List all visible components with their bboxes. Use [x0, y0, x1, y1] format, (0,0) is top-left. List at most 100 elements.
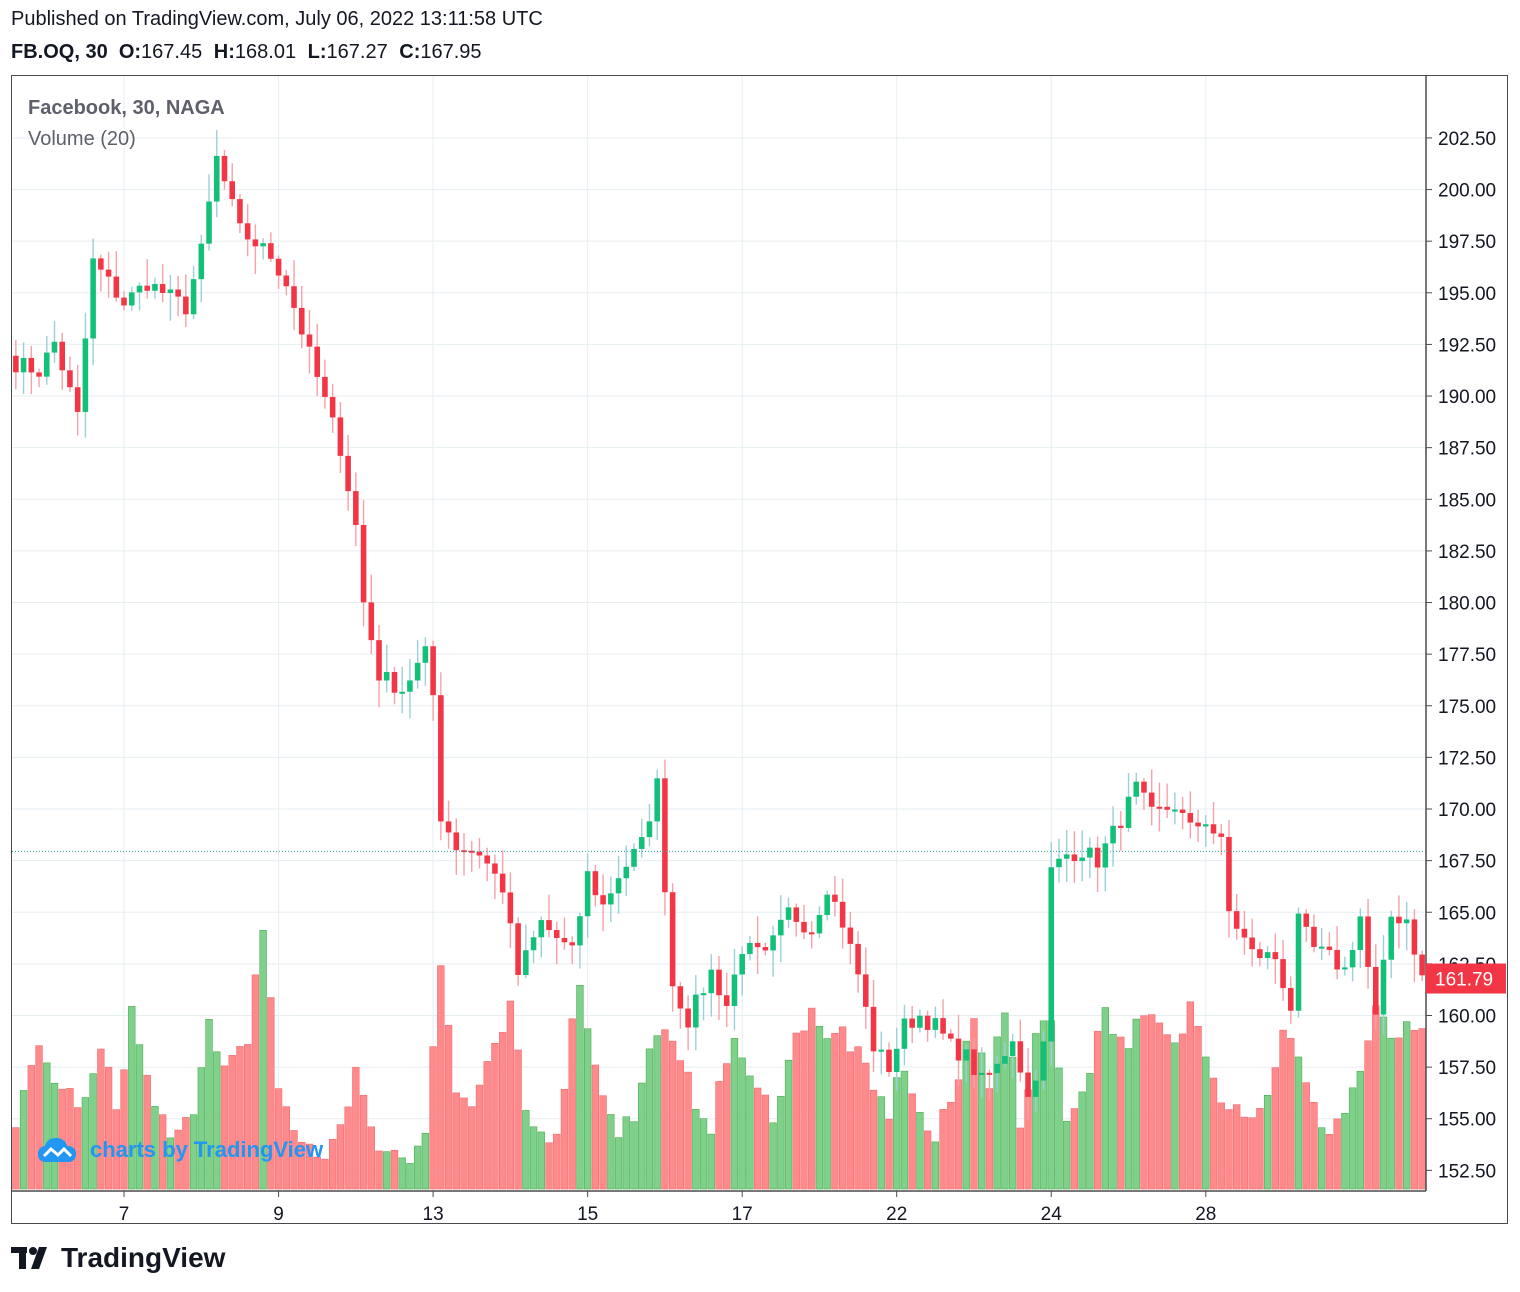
volume-bar-down [460, 1097, 468, 1190]
candle-down [244, 223, 251, 240]
volume-bar-down [545, 1142, 553, 1190]
volume-bar-down [753, 1087, 762, 1190]
candle-up [646, 821, 653, 838]
candle-down [1419, 954, 1425, 976]
candle-down [67, 370, 73, 388]
candle-up [778, 919, 784, 936]
candle-up [1264, 952, 1271, 958]
candle-down [453, 832, 460, 851]
volume-bar-up [50, 1082, 59, 1190]
candle-down [345, 455, 351, 492]
volume-bar-up [1001, 1012, 1009, 1190]
candle-down [430, 646, 436, 696]
candle-up [638, 837, 645, 849]
volume-bar-up [730, 1038, 739, 1190]
volume-bar-down [143, 1074, 151, 1190]
volume-bar-up [1101, 1007, 1110, 1190]
tradingview-watermark[interactable]: charts by TradingView [36, 1134, 323, 1166]
legend-volume[interactable]: Volume (20) [28, 128, 136, 150]
x-tick-label: 15 [577, 1204, 598, 1225]
volume-bar-down [452, 1092, 460, 1190]
volume-bar-down [1256, 1108, 1264, 1190]
volume-bar-up [653, 1035, 661, 1190]
candle-up [731, 974, 738, 1006]
volume-bar-up [1294, 1056, 1303, 1190]
candle-up [20, 357, 27, 373]
volume-bar-down [676, 1060, 685, 1190]
legend-title[interactable]: Facebook, 30, NAGA [28, 97, 225, 119]
volume-bar-down [104, 1066, 113, 1190]
volume-bar-down [112, 1109, 120, 1190]
candle-down [283, 275, 290, 287]
candle-up [700, 993, 707, 996]
volume-bar-down [506, 1000, 515, 1190]
volume-bar-down [985, 1088, 994, 1190]
volume-bar-down [437, 965, 445, 1190]
candle-up [1079, 857, 1085, 862]
candle-down [662, 778, 668, 893]
volume-bar-up [406, 1163, 414, 1190]
volume-bar-up [189, 1114, 198, 1190]
volume-bar-down [808, 1007, 816, 1190]
candle-down [1148, 792, 1155, 807]
volume-bar-down [159, 1114, 167, 1190]
candle-down [762, 947, 769, 951]
volume-bar-up [81, 1097, 90, 1190]
candle-down [1025, 1072, 1031, 1097]
y-tick-label: 167.50 [1438, 852, 1496, 873]
volume-bar-down [375, 1150, 383, 1190]
candle-up [917, 1015, 923, 1028]
open-label: O: [118, 41, 142, 63]
candle-down [391, 672, 398, 693]
volume-bar-up [135, 1044, 144, 1190]
volume-bar-down [591, 1064, 600, 1190]
candle-up [1349, 949, 1356, 968]
last-price-tag [1426, 963, 1506, 994]
volume-bar-up [151, 1106, 159, 1190]
volume-bar-up [746, 1075, 754, 1190]
volume-bar-up [128, 1006, 136, 1190]
volume-bar-down [274, 1088, 283, 1190]
candle-up [1133, 781, 1140, 797]
volume-bar-up [993, 1036, 1001, 1190]
candle-down [847, 927, 854, 944]
volume-bar-up [19, 1090, 28, 1190]
candle-up [608, 893, 614, 905]
candle-up [584, 871, 591, 917]
x-tick-label: 17 [732, 1204, 753, 1225]
volume-bar-up [1403, 1021, 1411, 1190]
y-tick-label: 200.00 [1438, 181, 1496, 202]
volume-bar-down [1178, 1033, 1187, 1190]
volume-bar-down [336, 1124, 345, 1190]
volume-bar-down [267, 997, 275, 1190]
volume-bar-down [228, 1055, 236, 1190]
volume-bar-up [777, 1095, 785, 1190]
volume-bar-up [692, 1108, 700, 1190]
volume-bar-down [560, 1089, 569, 1190]
volume-bar-down [599, 1095, 607, 1190]
y-tick-label: 195.00 [1438, 284, 1496, 305]
volume-bar-down [846, 1051, 855, 1190]
volume-bar-up [213, 1051, 221, 1190]
candle-up [615, 878, 622, 894]
volume-bar-up [1263, 1094, 1272, 1190]
volume-bar-down [1240, 1116, 1249, 1190]
candle-down [592, 871, 599, 896]
candle-up [167, 289, 174, 293]
watermark-text: charts by TradingView [90, 1137, 324, 1162]
candle-up [994, 1063, 1000, 1074]
volume-bar-up [699, 1118, 708, 1190]
candle-down [252, 239, 259, 247]
y-tick-label: 187.50 [1438, 439, 1496, 460]
volume-bar-down [468, 1106, 476, 1190]
candle-down [322, 376, 328, 397]
volume-bar-up [166, 1137, 175, 1190]
volume-bar-down [483, 1061, 491, 1190]
volume-bar-up [413, 1145, 422, 1190]
footer-logo[interactable]: TradingView [11, 1242, 225, 1274]
volume-bar-down [390, 1149, 399, 1190]
volume-bar-up [1171, 1042, 1179, 1190]
volume-bar-down [1310, 1101, 1318, 1190]
candle-down [507, 892, 514, 924]
